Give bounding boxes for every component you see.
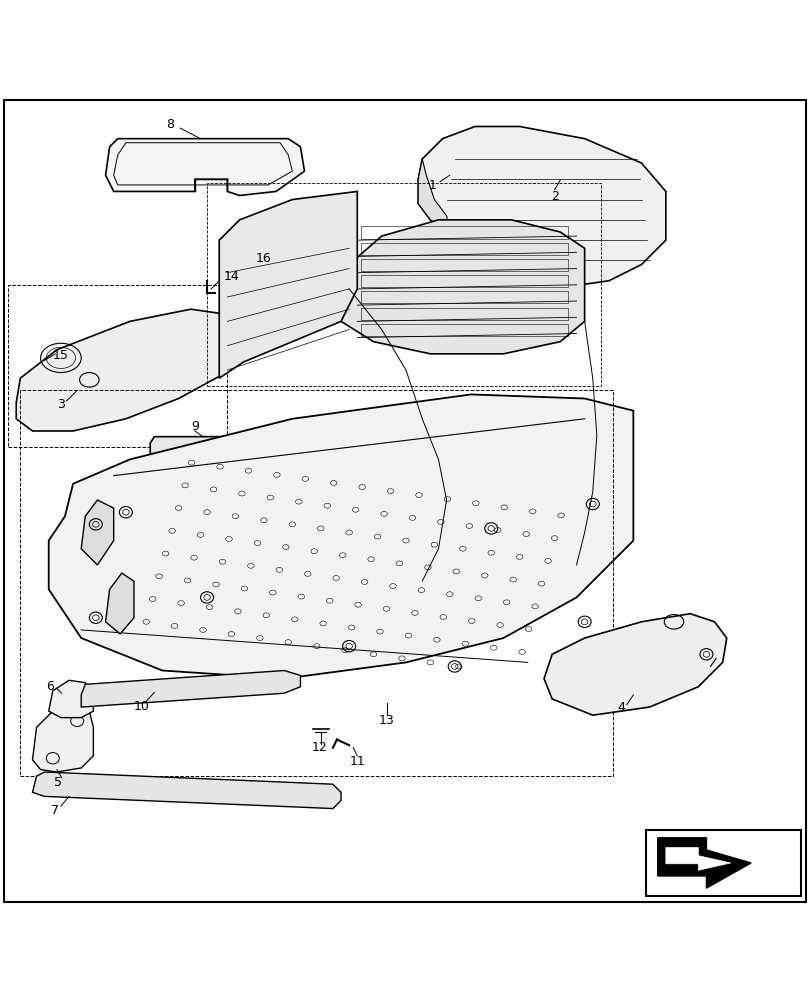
- Text: 13: 13: [378, 714, 394, 727]
- Text: 12: 12: [311, 741, 327, 754]
- Text: 4: 4: [616, 701, 624, 714]
- Polygon shape: [81, 500, 114, 565]
- Bar: [20, 390, 612, 776]
- Polygon shape: [418, 126, 665, 285]
- Text: 9: 9: [191, 420, 199, 433]
- Text: 1: 1: [428, 179, 436, 192]
- Text: 7: 7: [51, 804, 59, 817]
- Bar: [361, 259, 568, 271]
- Bar: [361, 308, 568, 320]
- Bar: [645, 830, 800, 896]
- Bar: [8, 285, 227, 447]
- Text: 15: 15: [53, 349, 69, 362]
- Polygon shape: [219, 191, 357, 378]
- Polygon shape: [543, 614, 726, 715]
- Polygon shape: [150, 437, 292, 461]
- Text: 8: 8: [166, 118, 174, 131]
- Polygon shape: [32, 772, 341, 809]
- Polygon shape: [32, 707, 93, 772]
- Text: 5: 5: [54, 776, 62, 789]
- Polygon shape: [657, 838, 750, 888]
- Text: 3: 3: [57, 398, 65, 411]
- Text: 10: 10: [134, 700, 150, 713]
- Text: 14: 14: [223, 270, 239, 283]
- Text: 6: 6: [46, 680, 54, 693]
- Text: 16: 16: [255, 252, 272, 265]
- Bar: [361, 324, 568, 336]
- Bar: [207, 183, 600, 386]
- Polygon shape: [49, 680, 93, 718]
- Polygon shape: [16, 309, 235, 431]
- Polygon shape: [105, 573, 134, 634]
- Bar: [361, 275, 568, 287]
- Bar: [361, 291, 568, 303]
- Text: 2: 2: [550, 190, 558, 203]
- Text: 11: 11: [349, 755, 365, 768]
- Bar: [361, 243, 568, 255]
- Polygon shape: [341, 220, 584, 354]
- Bar: [203, 441, 251, 455]
- Polygon shape: [105, 139, 304, 196]
- Polygon shape: [418, 159, 450, 232]
- Bar: [361, 226, 568, 239]
- Polygon shape: [665, 848, 730, 870]
- Polygon shape: [81, 671, 300, 707]
- Polygon shape: [49, 394, 633, 679]
